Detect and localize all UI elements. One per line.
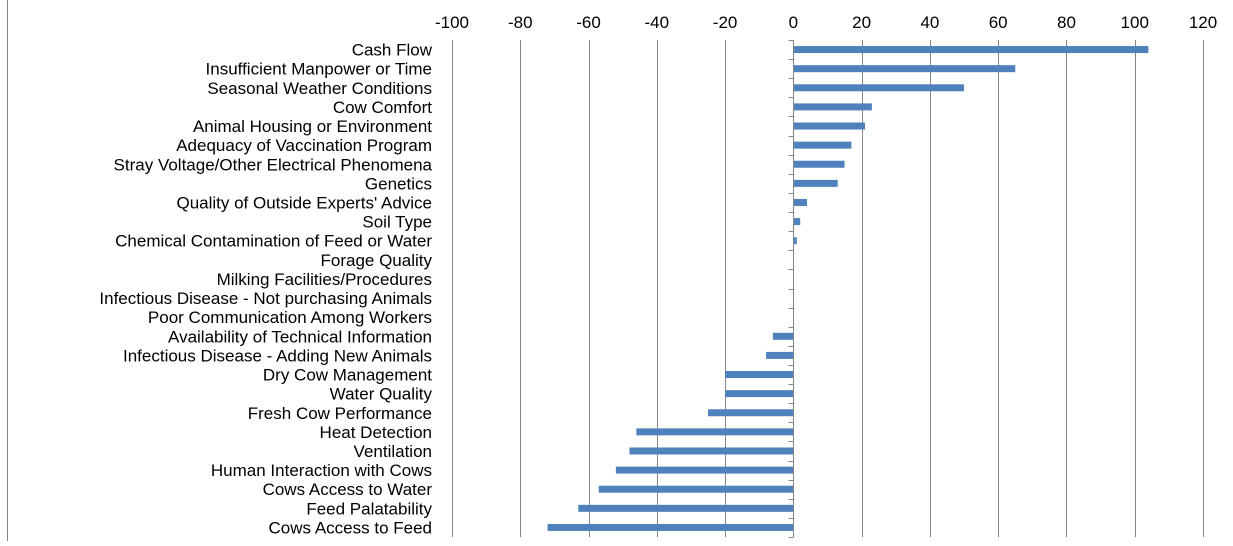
category-label: Milking Facilities/Procedures — [217, 270, 432, 289]
category-label: Fresh Cow Performance — [248, 404, 432, 423]
bar — [725, 390, 794, 398]
category-label: Chemical Contamination of Feed or Water — [115, 232, 432, 251]
category-label: Human Interaction with Cows — [211, 461, 432, 480]
bar — [547, 523, 794, 531]
x-tick-label: -80 — [508, 13, 533, 32]
category-axis — [788, 40, 794, 538]
bar — [793, 218, 801, 226]
bar — [793, 141, 852, 149]
category-label: Cash Flow — [352, 41, 433, 60]
x-tick-label: 100 — [1121, 13, 1149, 32]
x-tick-label: -40 — [645, 13, 670, 32]
category-label: Cows Access to Feed — [269, 518, 432, 537]
category-label: Animal Housing or Environment — [193, 117, 432, 136]
x-tick-label: 40 — [920, 13, 939, 32]
bar — [578, 504, 794, 512]
x-tick-label: 0 — [789, 13, 798, 32]
bar — [793, 46, 1149, 54]
gridlines — [452, 40, 1204, 537]
bar — [793, 198, 808, 206]
category-label: Poor Communication Among Workers — [148, 308, 432, 327]
category-label: Infectious Disease - Adding New Animals — [123, 346, 432, 365]
category-label: Forage Quality — [321, 251, 433, 270]
x-tick-label: -20 — [713, 13, 738, 32]
bar — [615, 466, 794, 474]
category-label: Infectious Disease - Not purchasing Anim… — [99, 289, 432, 308]
bar — [766, 351, 794, 359]
bar — [598, 485, 794, 493]
bar — [629, 447, 794, 455]
category-label: Seasonal Weather Conditions — [207, 79, 432, 98]
bar — [793, 122, 866, 130]
category-label: Quality of Outside Experts' Advice — [176, 193, 432, 212]
bar — [708, 409, 794, 417]
bar — [772, 332, 794, 340]
category-label: Dry Cow Management — [263, 366, 432, 385]
category-label: Genetics — [365, 174, 432, 193]
bar — [793, 84, 965, 92]
x-tick-label: -60 — [576, 13, 601, 32]
x-tick-label: 120 — [1189, 13, 1217, 32]
bar — [793, 179, 838, 187]
bar — [636, 428, 794, 436]
category-label: Cow Comfort — [333, 98, 432, 117]
bar — [725, 371, 794, 379]
bar — [793, 160, 845, 168]
x-tick-label: 60 — [989, 13, 1008, 32]
category-label: Stray Voltage/Other Electrical Phenomena — [114, 155, 433, 174]
category-label: Water Quality — [330, 385, 433, 404]
bar — [793, 237, 797, 245]
category-label: Ventilation — [354, 442, 432, 461]
category-label: Feed Palatability — [306, 499, 432, 518]
category-label: Soil Type — [362, 213, 432, 232]
x-tick-label: 80 — [1057, 13, 1076, 32]
bars — [547, 46, 1149, 531]
category-label: Heat Detection — [320, 423, 432, 442]
x-tick-label: -100 — [435, 13, 469, 32]
bar — [793, 65, 1016, 73]
category-label: Insufficient Manpower or Time — [206, 60, 432, 79]
category-label: Adequacy of Vaccination Program — [176, 136, 432, 155]
x-tick-labels: -100 -80 -60 -40 -20 0 20 40 60 80 100 120 — [435, 13, 1217, 32]
category-label: Cows Access to Water — [263, 480, 433, 499]
category-label: Availability of Technical Information — [168, 327, 432, 346]
x-tick-label: 20 — [852, 13, 871, 32]
bar — [793, 103, 872, 111]
